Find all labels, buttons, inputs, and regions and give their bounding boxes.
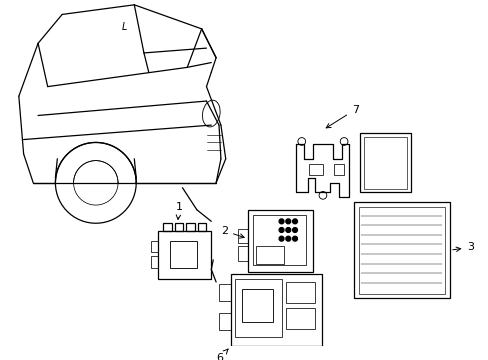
Circle shape [285,236,290,241]
Bar [247,210,313,273]
Bar [230,274,321,346]
Bar [238,229,247,243]
Bar [163,223,171,231]
Text: L: L [122,22,127,32]
Text: 3: 3 [452,242,473,252]
Bar [228,354,234,360]
Circle shape [279,219,284,224]
Bar [186,223,195,231]
Bar [364,137,406,189]
Bar [242,289,272,323]
Bar [360,133,409,193]
Bar [309,163,322,175]
Bar [252,215,305,265]
Bar [219,313,230,330]
Text: 1: 1 [175,202,183,219]
Bar [198,223,206,231]
Bar [219,284,230,301]
Bar [334,163,344,175]
Bar [169,240,197,267]
Bar [233,349,334,360]
Bar [355,359,384,360]
Bar [286,308,315,329]
Circle shape [292,236,297,241]
Text: 4: 4 [0,359,1,360]
Text: 7: 7 [325,105,358,128]
Bar [235,279,281,337]
Bar [255,246,284,264]
Circle shape [292,228,297,233]
Bar [353,202,449,298]
Circle shape [285,219,290,224]
Bar [158,231,211,279]
Bar [150,256,158,267]
Text: 6: 6 [216,349,227,360]
Bar [333,354,339,360]
Circle shape [292,219,297,224]
Circle shape [279,228,284,233]
Bar [358,207,444,293]
Bar [286,282,315,303]
Text: 5: 5 [0,359,1,360]
Bar [238,246,247,261]
Bar [351,354,387,360]
Circle shape [279,236,284,241]
Bar [150,240,158,252]
Bar [174,223,183,231]
Bar [238,354,329,360]
Text: 2: 2 [221,226,244,238]
Circle shape [285,228,290,233]
